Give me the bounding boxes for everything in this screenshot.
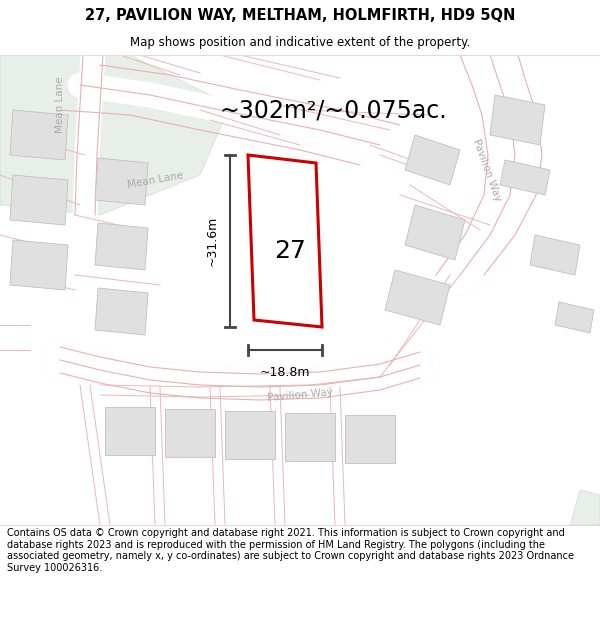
Polygon shape xyxy=(225,411,275,459)
Polygon shape xyxy=(95,158,148,205)
Polygon shape xyxy=(405,135,460,185)
Text: ~31.6m: ~31.6m xyxy=(205,216,218,266)
Text: Pavilion Way: Pavilion Way xyxy=(471,138,503,202)
Polygon shape xyxy=(10,110,68,160)
Polygon shape xyxy=(405,205,465,260)
Text: Mean Lane: Mean Lane xyxy=(55,77,65,133)
Text: 27, PAVILION WAY, MELTHAM, HOLMFIRTH, HD9 5QN: 27, PAVILION WAY, MELTHAM, HOLMFIRTH, HD… xyxy=(85,8,515,23)
Polygon shape xyxy=(95,288,148,335)
Text: ~18.8m: ~18.8m xyxy=(260,366,310,379)
Text: Map shows position and indicative extent of the property.: Map shows position and indicative extent… xyxy=(130,36,470,49)
Polygon shape xyxy=(285,413,335,461)
Polygon shape xyxy=(530,235,580,275)
Polygon shape xyxy=(165,409,215,457)
Text: Pavilion Way: Pavilion Way xyxy=(267,387,333,403)
Polygon shape xyxy=(95,223,148,270)
Polygon shape xyxy=(385,270,450,325)
Text: 27: 27 xyxy=(274,239,306,263)
Text: Contains OS data © Crown copyright and database right 2021. This information is : Contains OS data © Crown copyright and d… xyxy=(7,528,574,572)
Polygon shape xyxy=(345,415,395,463)
Polygon shape xyxy=(105,407,155,455)
Polygon shape xyxy=(490,95,545,145)
Polygon shape xyxy=(555,302,594,333)
Polygon shape xyxy=(0,55,230,215)
Polygon shape xyxy=(500,160,550,195)
Text: Mean Lane: Mean Lane xyxy=(126,170,184,190)
Text: ~302m²/~0.075ac.: ~302m²/~0.075ac. xyxy=(220,98,448,122)
Polygon shape xyxy=(10,240,68,290)
Polygon shape xyxy=(248,155,322,327)
Polygon shape xyxy=(10,175,68,225)
Polygon shape xyxy=(570,490,600,525)
